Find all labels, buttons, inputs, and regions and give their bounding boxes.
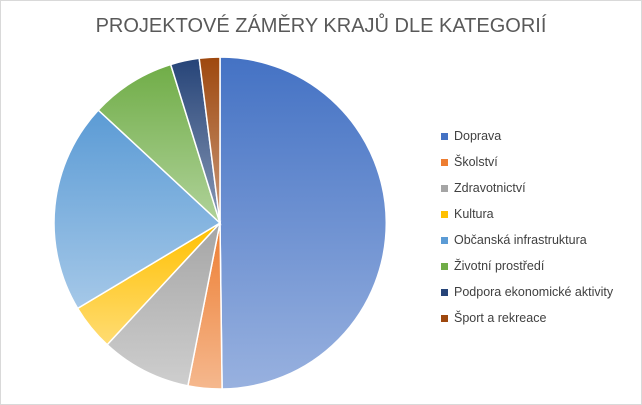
pie-slice-8 xyxy=(198,56,221,224)
legend-label: Šport a rekreace xyxy=(454,311,547,325)
legend-swatch xyxy=(441,262,448,270)
legend-item: Školství xyxy=(441,149,613,175)
legend-swatch xyxy=(441,184,448,192)
legend-label: Zdravotnictví xyxy=(454,181,526,195)
legend-label: Kultura xyxy=(454,207,494,221)
legend-swatch xyxy=(441,132,448,140)
legend-label: Školství xyxy=(454,155,498,169)
legend-swatch xyxy=(441,314,448,322)
legend-item: Občanská infrastruktura xyxy=(441,227,613,253)
legend-swatch xyxy=(441,236,448,244)
legend-label: Doprava xyxy=(454,129,502,143)
legend-item: Podpora ekonomické aktivity xyxy=(441,279,613,305)
pie-slice-1 xyxy=(219,56,387,390)
legend-item: Kultura xyxy=(441,201,613,227)
legend-swatch xyxy=(441,158,448,166)
legend-label: Podpora ekonomické aktivity xyxy=(454,285,614,299)
legend-item: Šport a rekreace xyxy=(441,305,613,331)
legend-swatch xyxy=(441,210,448,218)
legend-label: Životní prostředí xyxy=(454,259,545,273)
legend: Doprava Školství Zdravotnictví Kultura Občan… xyxy=(441,123,613,331)
pie-slice-3 xyxy=(106,220,222,387)
legend-swatch xyxy=(441,288,448,296)
legend-item: Doprava xyxy=(441,123,613,149)
pie-slice-6 xyxy=(97,63,222,226)
legend-label: Občanská infrastruktura xyxy=(454,233,587,247)
legend-item: Životní prostředí xyxy=(441,253,613,279)
chart-title: PROJEKTOVÉ ZÁMĚRY KRAJŮ DLE KATEGORIÍ xyxy=(95,15,547,37)
pie-slice-5 xyxy=(53,109,222,310)
legend-item: Zdravotnictví xyxy=(441,175,613,201)
